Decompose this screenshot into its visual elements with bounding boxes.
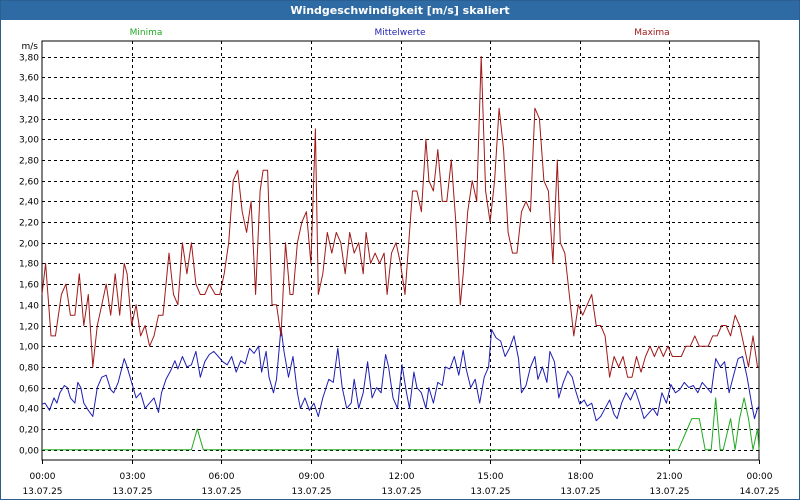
y-tick-label: 2,80	[19, 157, 39, 167]
x-tick-time: 06:00	[209, 472, 235, 482]
y-tick-label: 0,00	[19, 447, 39, 457]
x-tick-date: 13.07.25	[201, 487, 241, 497]
y-tick-label: 3,60	[19, 74, 39, 84]
x-tick-time: 18:00	[568, 472, 594, 482]
y-tick-label: 0,40	[19, 405, 39, 415]
x-tick-time: 03:00	[120, 472, 146, 482]
y-tick-label: 1,40	[19, 302, 39, 312]
y-tick-label: 0,20	[19, 426, 39, 436]
y-tick-label: 2,40	[19, 198, 39, 208]
x-tick-date: 13.07.25	[470, 487, 510, 497]
legend-mittelwerte: Mittelwerte	[374, 28, 425, 38]
y-tick-label: 3,80	[19, 54, 39, 64]
x-tick-date: 13.07.25	[560, 487, 600, 497]
legend-minima: Minima	[130, 28, 163, 38]
y-tick-label: 1,60	[19, 281, 39, 291]
y-tick-label: 2,20	[19, 219, 39, 229]
x-tick-date: 13.07.25	[291, 487, 331, 497]
chart-title: Windgeschwindigkeit [m/s] skaliert	[1, 1, 799, 20]
x-tick-time: 15:00	[478, 472, 504, 482]
y-tick-label: 2,60	[19, 178, 39, 188]
y-tick-label: 2,00	[19, 240, 39, 250]
x-tick-date: 13.07.25	[22, 487, 62, 497]
x-tick-date: 14.07.25	[739, 487, 779, 497]
series-line-minima	[42, 397, 760, 451]
y-tick-label: 1,80	[19, 260, 39, 270]
x-tick-time: 12:00	[389, 472, 415, 482]
x-tick-time: 09:00	[299, 472, 325, 482]
x-tick-time: 00:00	[30, 472, 56, 482]
y-tick-label: 3,40	[19, 95, 39, 105]
y-tick-label: 3,00	[19, 136, 39, 146]
x-tick-date: 13.07.25	[649, 487, 689, 497]
y-tick-label: 0,80	[19, 364, 39, 374]
x-tick-date: 13.07.25	[112, 487, 152, 497]
y-tick-label: 1,00	[19, 343, 39, 353]
y-tick-label: 3,20	[19, 116, 39, 126]
x-tick-time: 21:00	[657, 472, 683, 482]
series-line-maxima	[41, 56, 759, 378]
y-axis-unit: m/s	[22, 42, 39, 52]
legend-maxima: Maxima	[634, 28, 669, 38]
y-tick-label: 0,60	[19, 385, 39, 395]
series-line-mittelwerte	[41, 327, 760, 422]
x-tick-time: 00:00	[747, 472, 773, 482]
y-tick-label: 1,20	[19, 323, 39, 333]
plot-area	[41, 40, 760, 461]
x-tick-date: 13.07.25	[381, 487, 421, 497]
